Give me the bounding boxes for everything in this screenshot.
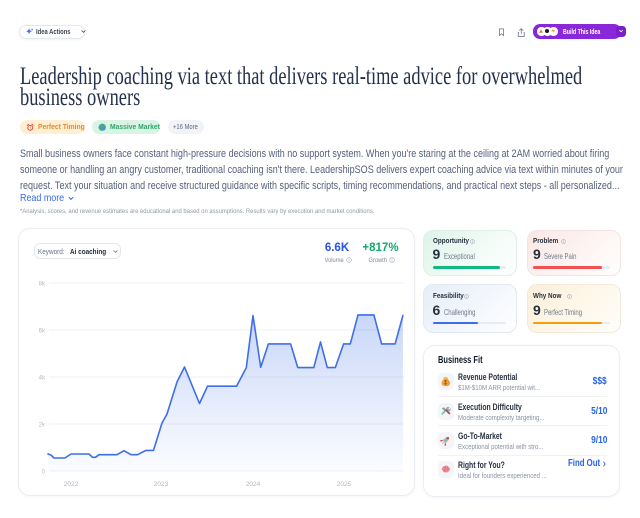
svg-text:2k: 2k — [39, 423, 46, 429]
svg-text:2024: 2024 — [246, 481, 261, 488]
svg-text:2023: 2023 — [154, 481, 169, 488]
svg-text:6k: 6k — [39, 329, 46, 335]
svg-text:4k: 4k — [39, 376, 46, 382]
svg-text:8k: 8k — [39, 282, 46, 288]
svg-text:2025: 2025 — [337, 481, 352, 488]
svg-text:0: 0 — [42, 470, 46, 476]
svg-text:2022: 2022 — [64, 481, 79, 488]
